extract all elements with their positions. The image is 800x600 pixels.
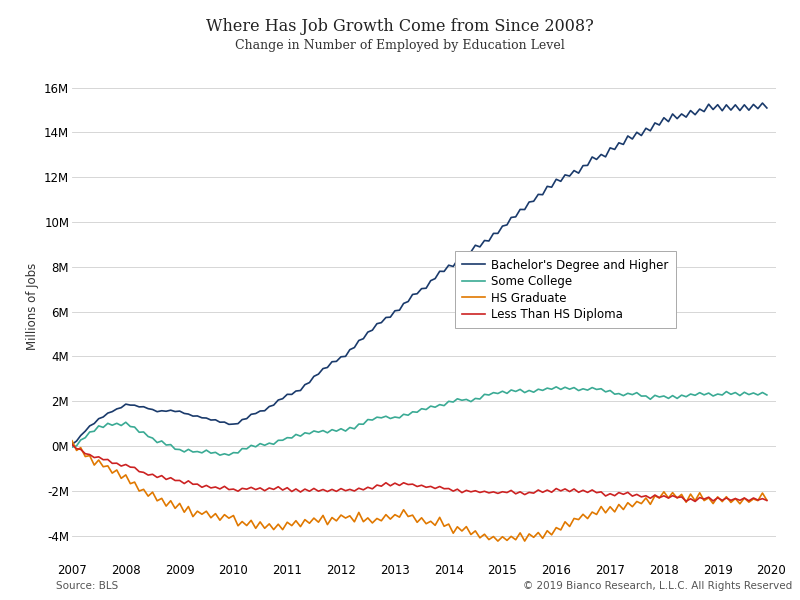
Line: Bachelor's Degree and Higher: Bachelor's Degree and Higher	[72, 103, 767, 445]
Line: Less Than HS Diploma: Less Than HS Diploma	[72, 445, 767, 502]
Line: HS Graduate: HS Graduate	[72, 441, 767, 541]
Text: Where Has Job Growth Come from Since 2008?: Where Has Job Growth Come from Since 200…	[206, 18, 594, 35]
Text: © 2019 Bianco Research, L.L.C. All Rights Reserved: © 2019 Bianco Research, L.L.C. All Right…	[522, 581, 792, 591]
Text: Source: BLS: Source: BLS	[56, 581, 118, 591]
Y-axis label: Millions of Jobs: Millions of Jobs	[26, 262, 38, 350]
Line: Some College: Some College	[72, 387, 767, 455]
Text: Change in Number of Employed by Education Level: Change in Number of Employed by Educatio…	[235, 39, 565, 52]
Legend: Bachelor's Degree and Higher, Some College, HS Graduate, Less Than HS Diploma: Bachelor's Degree and Higher, Some Colle…	[454, 251, 675, 328]
